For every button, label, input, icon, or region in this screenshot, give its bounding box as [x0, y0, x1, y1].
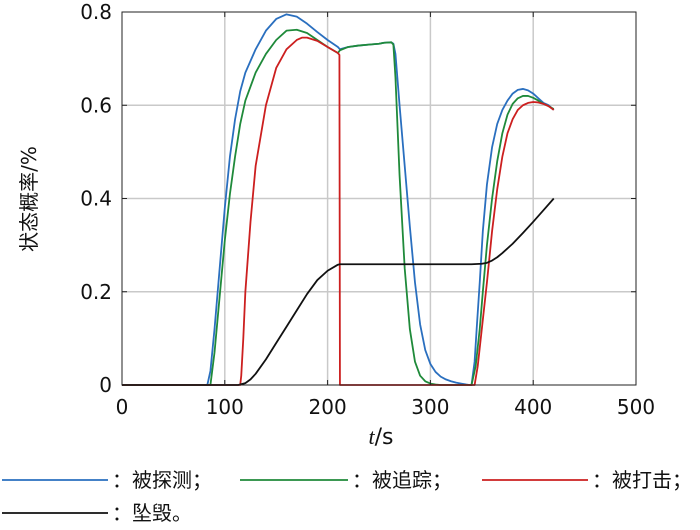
x-tick-label: 300 [411, 395, 449, 419]
y-tick-label: 0.2 [80, 280, 112, 304]
series-line-1 [122, 13, 555, 386]
legend-label-4: ：坠毁。 [112, 501, 192, 525]
y-tick-label: 0.4 [80, 187, 112, 211]
legend-label-3: ：被打击； [592, 468, 692, 492]
y-axis-label: 状态概率/% [17, 146, 41, 252]
x-tick-label: 0 [116, 395, 129, 419]
series-line-3 [122, 36, 555, 386]
x-axis-ticks: 0 100 200 300 400 500 [116, 12, 655, 419]
y-axis-ticks: 0 0.2 0.4 0.6 0.8 [80, 0, 636, 397]
x-axis-label: t/s [368, 424, 393, 450]
x-tick-label: 500 [617, 395, 655, 419]
legend-label-1: ：被探测； [112, 468, 212, 492]
y-tick-label: 0.6 [80, 93, 112, 117]
x-axis-label-variable: t [368, 424, 375, 449]
series-line-2 [122, 28, 555, 386]
grid-lines [122, 12, 636, 385]
series-line-4 [122, 197, 555, 386]
x-tick-label: 400 [514, 395, 552, 419]
x-axis-label-unit: s [382, 425, 393, 450]
y-tick-label: 0.8 [80, 0, 112, 24]
x-tick-label: 200 [309, 395, 347, 419]
x-axis-label-separator: / [375, 425, 383, 450]
legend: ：被探测； ：被追踪； ：被打击； ：坠毁。 [2, 468, 692, 525]
series-lines [122, 13, 555, 386]
y-tick-label: 0 [99, 373, 112, 397]
legend-label-2: ：被追踪； [352, 468, 452, 492]
x-tick-label: 100 [206, 395, 244, 419]
